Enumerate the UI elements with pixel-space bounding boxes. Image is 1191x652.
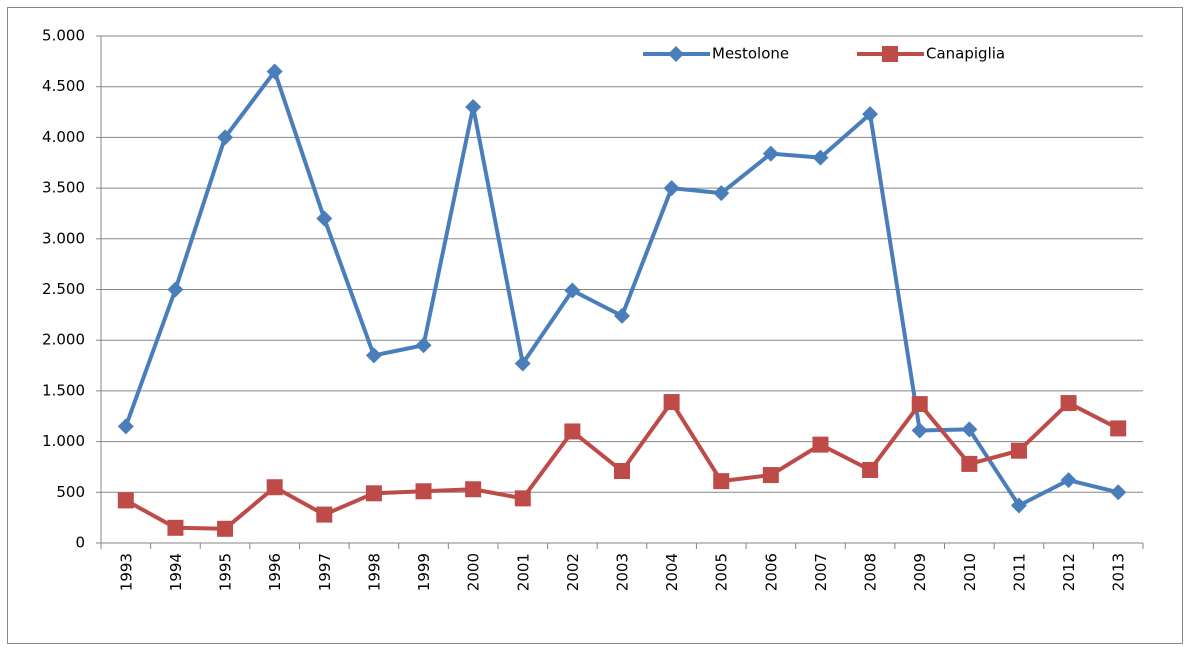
- x-tick-label: 1997: [316, 553, 334, 591]
- x-tick-label: 1996: [266, 553, 284, 591]
- data-point: [316, 506, 333, 523]
- data-point: [465, 481, 482, 498]
- y-tick-label: 0: [75, 534, 85, 552]
- legend-label: Mestolone: [712, 45, 789, 63]
- x-tick-label: 2001: [514, 553, 532, 591]
- data-point: [365, 485, 382, 502]
- y-tick-label: 3.000: [42, 229, 85, 247]
- x-tick-label: 2004: [663, 553, 681, 591]
- data-point: [365, 347, 382, 364]
- x-tick-label: 2000: [465, 553, 483, 591]
- data-point: [415, 483, 432, 500]
- data-point: [713, 473, 730, 490]
- y-tick-label: 2.000: [42, 331, 85, 349]
- legend-label: Canapiglia: [926, 45, 1005, 63]
- x-tick-label: 2008: [862, 553, 880, 591]
- x-tick-label: 1998: [365, 553, 383, 591]
- data-point: [812, 436, 829, 453]
- data-point: [266, 479, 283, 496]
- data-point: [1060, 472, 1077, 489]
- x-tick-label: 2003: [614, 553, 632, 591]
- y-tick-label: 2.500: [42, 280, 85, 298]
- data-point: [316, 210, 333, 227]
- data-point: [514, 490, 531, 507]
- data-point: [762, 145, 779, 162]
- data-point: [217, 520, 234, 537]
- data-point: [1110, 420, 1127, 437]
- x-tick-label: 2013: [1110, 553, 1128, 591]
- data-point: [762, 467, 779, 484]
- chart-border: [7, 7, 1183, 644]
- legend-marker: [882, 46, 898, 62]
- y-tick-label: 5.000: [42, 27, 85, 45]
- legend-marker: [668, 46, 684, 62]
- data-point: [614, 463, 630, 480]
- data-point: [961, 455, 978, 472]
- data-point: [911, 422, 928, 439]
- y-tick-label: 1.000: [42, 432, 85, 450]
- data-point: [217, 129, 234, 146]
- data-point: [663, 394, 680, 411]
- x-tick-label: 1999: [415, 553, 433, 591]
- data-point: [1110, 484, 1127, 501]
- x-tick-label: 2011: [1010, 553, 1028, 591]
- x-tick-label: 2007: [812, 553, 830, 591]
- y-tick-label: 3.500: [42, 179, 85, 197]
- x-tick-label: 1994: [167, 553, 185, 591]
- data-point: [117, 418, 134, 435]
- data-point: [415, 337, 432, 354]
- x-tick-label: 2012: [1060, 553, 1078, 591]
- data-point: [266, 63, 283, 80]
- x-tick-label: 2002: [564, 553, 582, 591]
- y-tick-label: 500: [56, 483, 85, 501]
- data-point: [564, 423, 581, 440]
- x-tick-label: 2005: [713, 553, 731, 591]
- data-point: [961, 421, 978, 438]
- data-point: [167, 519, 184, 536]
- data-point: [663, 180, 680, 197]
- data-point: [514, 355, 531, 372]
- x-tick-label: 2009: [911, 553, 929, 591]
- x-tick-label: 2010: [961, 553, 979, 591]
- data-point: [167, 281, 184, 298]
- x-tick-label: 1993: [117, 553, 135, 591]
- x-tick-label: 1995: [217, 553, 235, 591]
- data-point: [1010, 442, 1027, 459]
- data-point: [862, 461, 879, 478]
- y-tick-label: 1.500: [42, 381, 85, 399]
- data-point: [1060, 395, 1077, 412]
- y-tick-label: 4.000: [42, 128, 85, 146]
- data-point: [1010, 497, 1027, 514]
- data-point: [812, 149, 829, 166]
- data-point: [911, 396, 928, 413]
- data-point: [713, 185, 730, 202]
- data-point: [465, 98, 482, 115]
- data-point: [117, 492, 134, 509]
- y-tick-label: 4.500: [42, 77, 85, 95]
- x-tick-label: 2006: [762, 553, 780, 591]
- data-point: [862, 106, 879, 123]
- data-point: [614, 307, 630, 324]
- data-point: [564, 282, 581, 299]
